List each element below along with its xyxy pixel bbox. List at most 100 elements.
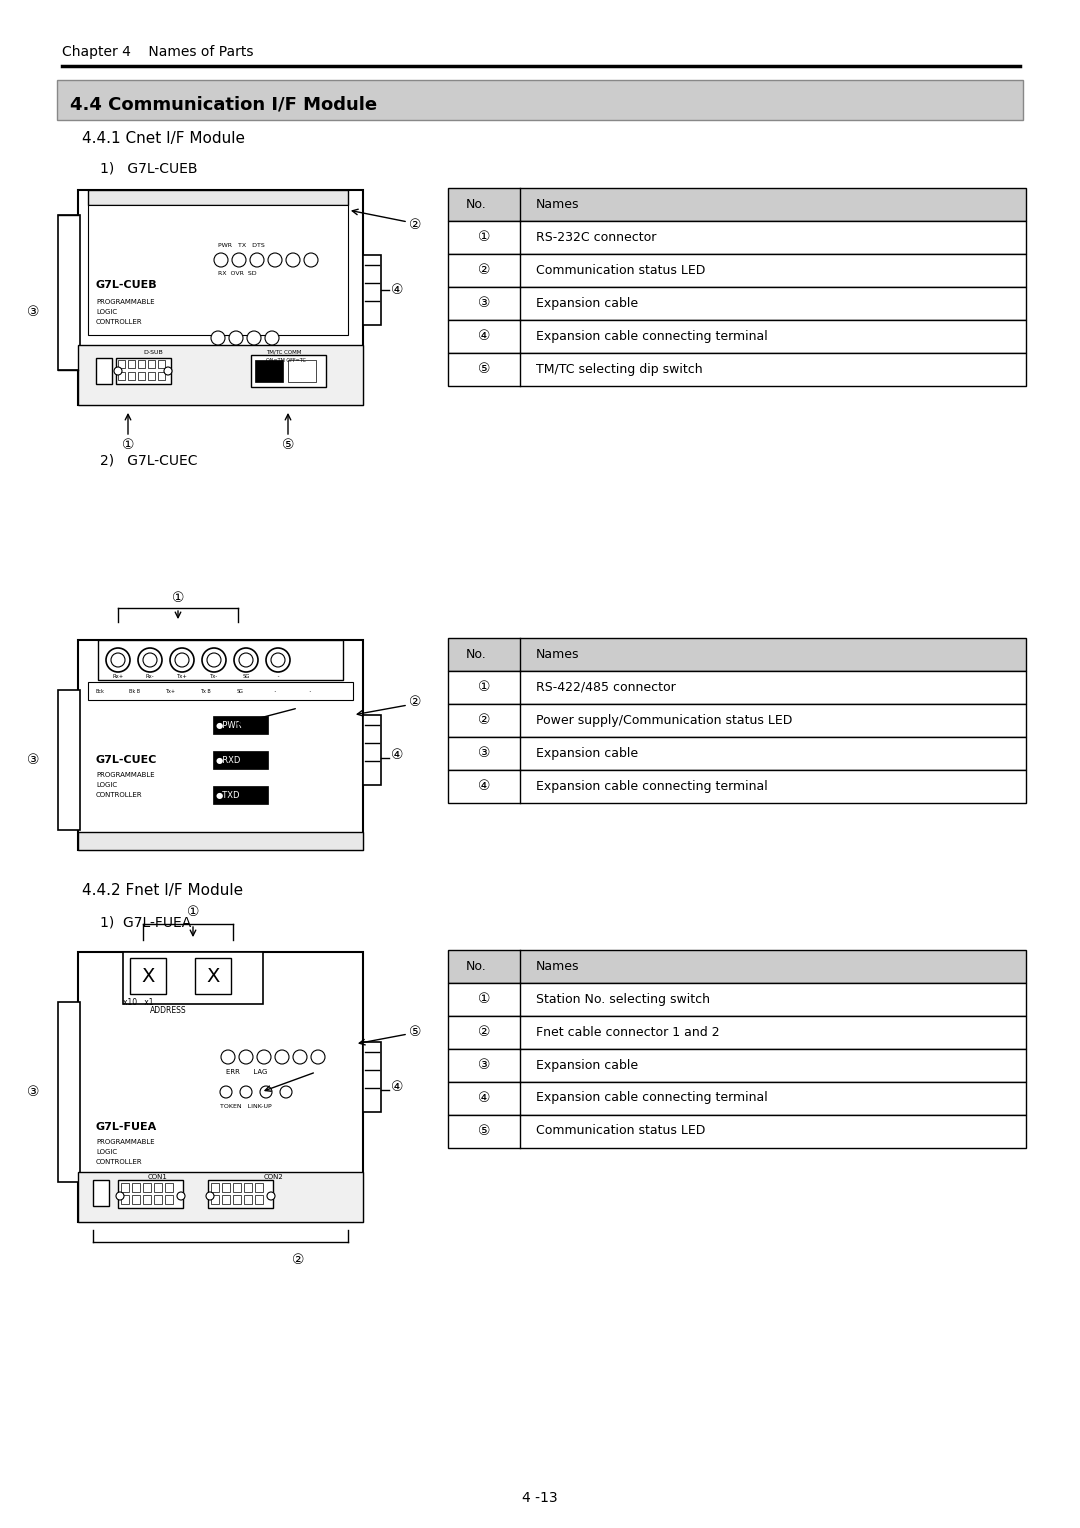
Circle shape bbox=[257, 1050, 271, 1063]
Text: Rx+: Rx+ bbox=[112, 674, 123, 678]
Text: Fnet cable connector 1 and 2: Fnet cable connector 1 and 2 bbox=[536, 1025, 719, 1039]
Text: -: - bbox=[276, 674, 280, 678]
Text: ①: ① bbox=[477, 231, 490, 244]
Bar bbox=[251, 354, 326, 387]
Bar bbox=[158, 371, 165, 380]
Bar bbox=[255, 361, 283, 382]
Bar bbox=[96, 358, 112, 384]
Circle shape bbox=[175, 652, 189, 668]
Bar bbox=[93, 1180, 109, 1206]
Text: ON=TM OFF=TC: ON=TM OFF=TC bbox=[266, 358, 306, 362]
Bar bbox=[138, 361, 145, 368]
Bar bbox=[448, 736, 1026, 770]
Text: ①: ① bbox=[477, 992, 490, 1005]
Text: 4 -13: 4 -13 bbox=[523, 1491, 557, 1505]
Circle shape bbox=[207, 652, 221, 668]
Circle shape bbox=[214, 254, 228, 267]
Text: CONTROLLER: CONTROLLER bbox=[96, 319, 143, 325]
Text: -: - bbox=[273, 689, 276, 694]
Text: Tx B: Tx B bbox=[200, 689, 211, 694]
Text: ②: ② bbox=[477, 1025, 490, 1039]
Bar bbox=[211, 1183, 219, 1192]
Bar bbox=[148, 371, 156, 380]
Text: ⑤: ⑤ bbox=[477, 362, 490, 376]
Bar bbox=[448, 319, 1026, 353]
Circle shape bbox=[206, 1192, 214, 1199]
Circle shape bbox=[260, 1086, 272, 1099]
Text: ②: ② bbox=[408, 695, 421, 709]
Bar bbox=[448, 770, 1026, 804]
Bar bbox=[130, 958, 166, 995]
Bar bbox=[448, 671, 1026, 704]
Circle shape bbox=[303, 254, 318, 267]
Bar bbox=[78, 345, 363, 405]
Text: ④: ④ bbox=[391, 1080, 404, 1094]
Bar bbox=[255, 1195, 264, 1204]
Text: No.: No. bbox=[465, 197, 487, 211]
Text: 2)   G7L-CUEC: 2) G7L-CUEC bbox=[100, 452, 198, 468]
Bar bbox=[211, 1195, 219, 1204]
Circle shape bbox=[164, 367, 172, 374]
Text: D-SUB: D-SUB bbox=[143, 350, 163, 354]
Text: Communication status LED: Communication status LED bbox=[536, 263, 705, 277]
Circle shape bbox=[232, 254, 246, 267]
Bar bbox=[255, 1183, 264, 1192]
Text: LOGIC: LOGIC bbox=[96, 782, 117, 788]
Text: Expansion cable: Expansion cable bbox=[536, 1059, 638, 1071]
Text: ●RXD: ●RXD bbox=[216, 755, 241, 764]
Bar bbox=[165, 1195, 173, 1204]
Text: CON1: CON1 bbox=[148, 1174, 167, 1180]
Text: SG: SG bbox=[242, 674, 249, 678]
Bar bbox=[78, 1172, 363, 1222]
Circle shape bbox=[311, 1050, 325, 1063]
Bar bbox=[213, 785, 268, 804]
Text: ③: ③ bbox=[477, 746, 490, 759]
Bar bbox=[121, 1195, 129, 1204]
Text: ③: ③ bbox=[27, 1085, 39, 1099]
Text: Names: Names bbox=[536, 960, 580, 972]
Bar bbox=[138, 371, 145, 380]
Text: ②: ② bbox=[477, 263, 490, 277]
Bar bbox=[208, 1180, 273, 1209]
Bar bbox=[448, 353, 1026, 387]
Bar bbox=[129, 361, 135, 368]
Bar bbox=[213, 750, 268, 769]
Text: ③: ③ bbox=[27, 306, 39, 319]
Text: x10   x1: x10 x1 bbox=[123, 998, 153, 1007]
Circle shape bbox=[229, 332, 243, 345]
Bar bbox=[148, 361, 156, 368]
Bar bbox=[363, 255, 381, 325]
Text: ④: ④ bbox=[477, 329, 490, 342]
Text: TM/TC COMM: TM/TC COMM bbox=[266, 350, 301, 354]
Bar bbox=[448, 254, 1026, 287]
Text: G7L-CUEC: G7L-CUEC bbox=[96, 755, 158, 766]
Text: Bk B: Bk B bbox=[130, 689, 140, 694]
Circle shape bbox=[247, 332, 261, 345]
Bar bbox=[448, 1050, 1026, 1082]
Circle shape bbox=[271, 652, 285, 668]
Circle shape bbox=[220, 1086, 232, 1099]
Text: Expansion cable connecting terminal: Expansion cable connecting terminal bbox=[536, 330, 768, 342]
Bar bbox=[58, 215, 80, 370]
Bar bbox=[222, 1183, 230, 1192]
Text: Communication status LED: Communication status LED bbox=[536, 1125, 705, 1137]
Text: ①: ① bbox=[172, 591, 185, 605]
Text: ②: ② bbox=[408, 219, 421, 232]
Circle shape bbox=[211, 332, 225, 345]
Circle shape bbox=[275, 1050, 289, 1063]
Bar bbox=[118, 361, 125, 368]
Text: ②: ② bbox=[292, 1253, 305, 1267]
Bar bbox=[58, 691, 80, 830]
Text: TOKEN   LINK-UP: TOKEN LINK-UP bbox=[220, 1105, 272, 1109]
Text: Expansion cable connecting terminal: Expansion cable connecting terminal bbox=[536, 1091, 768, 1105]
Circle shape bbox=[170, 648, 194, 672]
Text: 4.4.1 Cnet I/F Module: 4.4.1 Cnet I/F Module bbox=[82, 130, 245, 145]
Text: PROGRAMMABLE: PROGRAMMABLE bbox=[96, 772, 154, 778]
Bar bbox=[118, 1180, 183, 1209]
Text: ⑤: ⑤ bbox=[282, 439, 294, 452]
Text: Names: Names bbox=[536, 197, 580, 211]
Circle shape bbox=[138, 648, 162, 672]
Text: Expansion cable: Expansion cable bbox=[536, 747, 638, 759]
Circle shape bbox=[116, 1192, 124, 1199]
Bar bbox=[448, 704, 1026, 736]
